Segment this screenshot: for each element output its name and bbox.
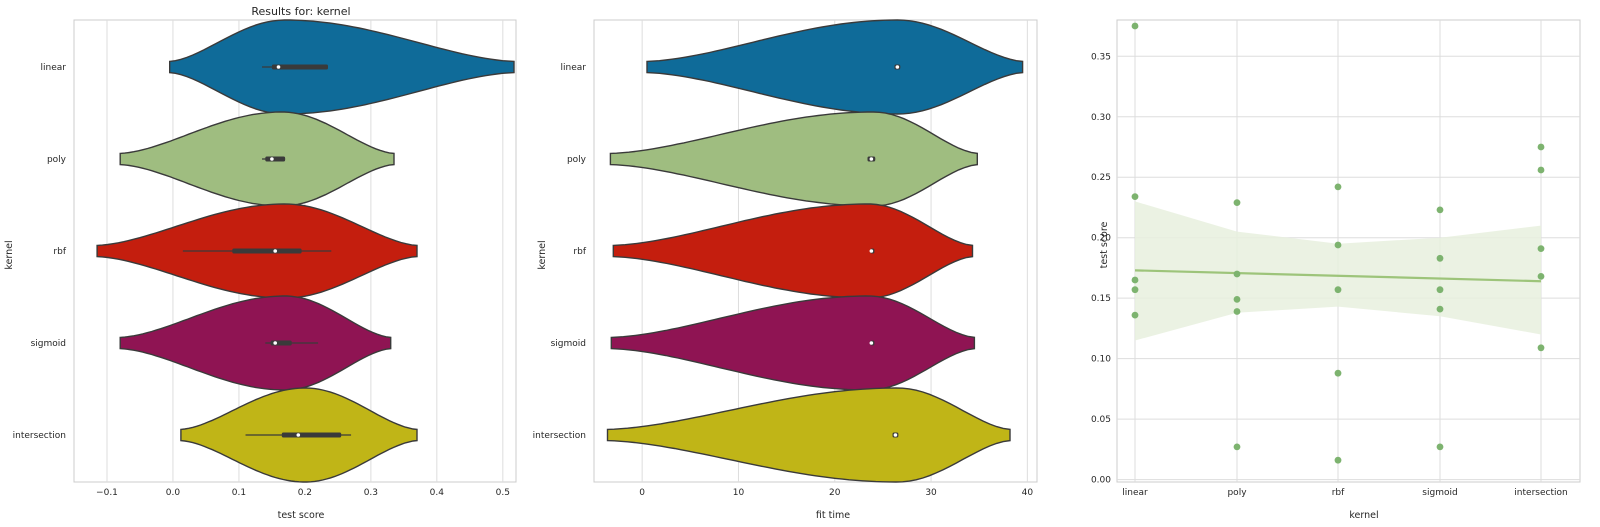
y-tick-label: 0.25 <box>1091 173 1111 183</box>
violin-intersection <box>606 387 1011 483</box>
data-point-intersection <box>1537 273 1545 280</box>
data-point-sigmoid <box>1436 305 1444 313</box>
x-tick-label: poly <box>1227 488 1247 498</box>
violin-poly <box>119 111 395 207</box>
violin-linear <box>646 19 1024 115</box>
y-axis-label: kernel <box>537 240 548 269</box>
x-axis-label: kernel <box>1349 510 1378 521</box>
y-tick-label: intersection <box>13 431 66 441</box>
y-tick-label: poly <box>567 155 587 165</box>
data-point-linear <box>1131 193 1139 201</box>
x-tick-label: 10 <box>733 488 745 498</box>
violin-box <box>281 432 342 438</box>
data-point-rbf <box>1334 456 1342 464</box>
violin-median <box>296 433 301 437</box>
y-tick-label: sigmoid <box>31 339 66 349</box>
y-axis-label: kernel <box>4 240 15 269</box>
violin-box <box>271 64 328 70</box>
scatter-regression-chart: kernel test score 0.00 0.05 0.10 0.15 0.20 0.… <box>1091 19 1581 521</box>
y-tick-label: linear <box>41 63 67 73</box>
violin-median <box>869 341 874 345</box>
violin-median <box>893 433 898 437</box>
x-tick-label: 0.4 <box>430 488 445 498</box>
y-tick-label: sigmoid <box>551 339 586 349</box>
violin-rbf <box>612 203 974 299</box>
data-point-rbf <box>1334 183 1342 191</box>
x-tick-label: 0.3 <box>364 488 378 498</box>
x-axis-label: fit time <box>816 510 850 521</box>
x-tick-label: sigmoid <box>1422 488 1457 498</box>
x-tick-label: 30 <box>925 488 937 498</box>
data-point-rbf <box>1334 286 1342 294</box>
x-tick-label: 0.5 <box>496 488 510 498</box>
violin-chart-fit-time: fit time kernel 0 10 20 30 40 linear poly rbf si… <box>533 19 1038 521</box>
y-tick-label: 0.05 <box>1091 415 1111 425</box>
data-point-poly <box>1233 199 1241 207</box>
x-tick-label: linear <box>1122 488 1148 498</box>
violin-poly <box>609 111 978 207</box>
data-point-poly <box>1233 270 1241 278</box>
y-tick-label: 0.20 <box>1091 234 1111 244</box>
data-point-linear <box>1131 22 1139 30</box>
y-tick-label: intersection <box>533 431 586 441</box>
y-tick-label: 0.35 <box>1091 52 1111 62</box>
violin-box <box>232 248 302 254</box>
data-point-linear <box>1131 311 1139 319</box>
violin-median <box>270 157 274 161</box>
data-point-rbf <box>1334 369 1342 377</box>
regression-line <box>1134 269 1542 283</box>
violin-sigmoid <box>119 295 392 391</box>
x-tick-label: intersection <box>1514 488 1567 498</box>
y-tick-label: rbf <box>53 247 66 257</box>
y-tick-label: linear <box>561 63 587 73</box>
y-tick-label: 0.15 <box>1091 294 1111 304</box>
data-point-poly <box>1233 308 1241 315</box>
data-point-sigmoid <box>1436 206 1444 214</box>
violin-median <box>895 65 900 69</box>
violin-chart-test-score: Results for: kernel test score kernel −0… <box>4 5 517 521</box>
x-tick-label: 0.1 <box>232 488 246 498</box>
x-tick-label: 20 <box>829 488 841 498</box>
violin-box <box>265 156 286 162</box>
violin-median <box>273 341 278 345</box>
data-point-intersection <box>1537 245 1545 253</box>
violin-median <box>869 157 874 161</box>
data-point-poly <box>1233 443 1241 451</box>
data-point-sigmoid <box>1436 443 1444 451</box>
data-point-intersection <box>1537 344 1545 352</box>
x-tick-label: rbf <box>1332 488 1345 498</box>
y-tick-label: 0.00 <box>1091 476 1111 486</box>
y-tick-label: 0.30 <box>1091 113 1111 123</box>
chart-title: Results for: kernel <box>251 5 350 18</box>
x-tick-label: 0.2 <box>298 488 312 498</box>
data-point-rbf <box>1334 241 1342 249</box>
confidence-band <box>1135 201 1541 341</box>
violin-median <box>276 65 281 69</box>
x-tick-label: 0.0 <box>166 488 181 498</box>
violin-sigmoid <box>610 295 976 391</box>
x-axis-label: test score <box>278 510 325 521</box>
y-tick-label: poly <box>47 155 67 165</box>
violin-median <box>273 249 278 253</box>
data-point-sigmoid <box>1436 254 1444 262</box>
violin-median <box>869 249 874 253</box>
data-point-sigmoid <box>1436 286 1444 294</box>
data-point-linear <box>1131 276 1139 284</box>
y-tick-label: 0.10 <box>1091 355 1111 365</box>
x-tick-label: 40 <box>1022 488 1034 498</box>
data-point-intersection <box>1537 143 1545 151</box>
data-point-poly <box>1233 296 1241 303</box>
y-axis-label: test score <box>1099 221 1110 268</box>
x-tick-label: 0 <box>639 488 645 498</box>
y-tick-label: rbf <box>573 247 586 257</box>
data-point-intersection <box>1537 166 1545 174</box>
x-tick-label: −0.1 <box>96 488 118 498</box>
data-point-linear <box>1131 286 1139 294</box>
